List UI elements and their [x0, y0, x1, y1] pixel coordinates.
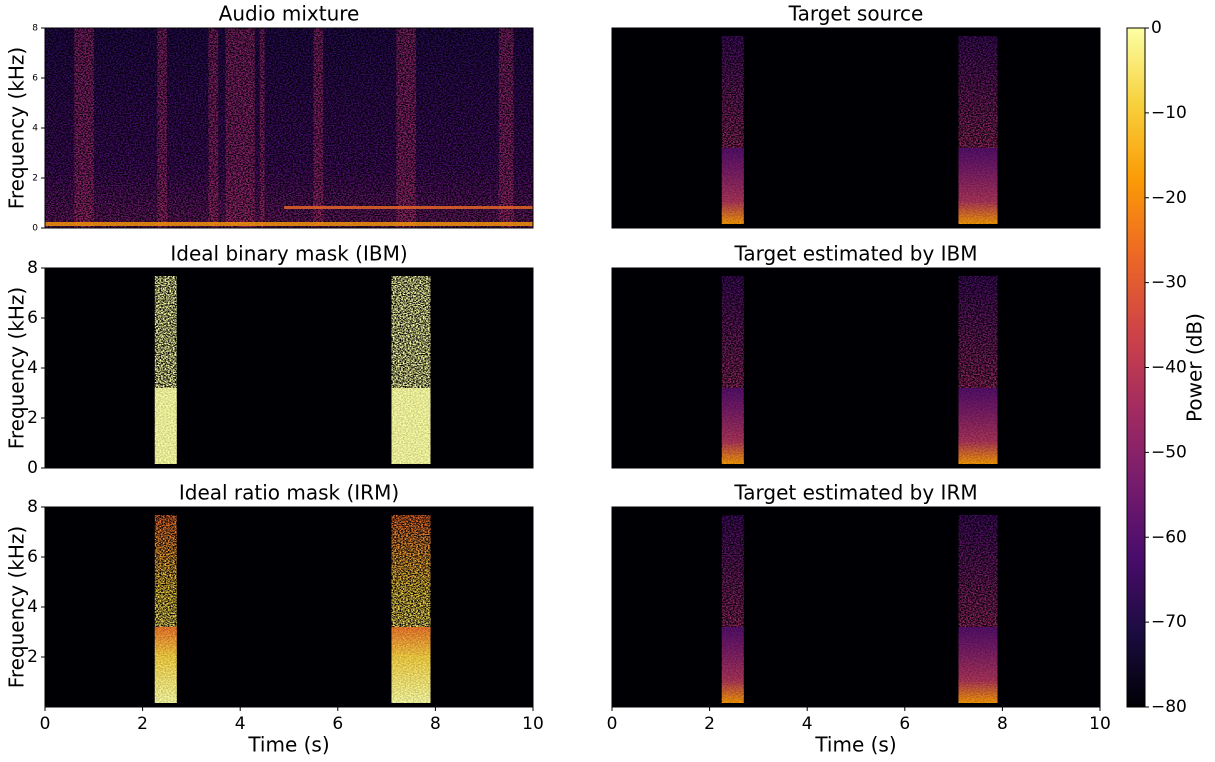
- y-tick-label: 8: [32, 24, 38, 34]
- burst-core: [391, 627, 431, 703]
- spectrogram-background: [45, 507, 533, 707]
- y-tick-label: 0: [27, 458, 38, 478]
- panel-title: Ideal binary mask (IBM): [170, 242, 407, 266]
- burst-core: [721, 148, 744, 224]
- colorbar-tick-label: −10: [1151, 103, 1187, 123]
- y-tick-label: 2: [27, 408, 38, 428]
- stripe: [157, 28, 167, 228]
- stripe: [396, 28, 416, 228]
- spectrogram-texture: [721, 36, 998, 224]
- low-band: [45, 222, 533, 226]
- panel-frame: [611, 267, 1101, 469]
- colorbar-tick-label: −80: [1151, 697, 1187, 717]
- spectrogram-texture: [45, 28, 533, 228]
- spectrogram-texture: [721, 515, 998, 703]
- y-tick-label: 8: [27, 258, 38, 278]
- x-tick-label: 6: [899, 714, 910, 734]
- stripe: [225, 28, 255, 228]
- y-axis-label: Frequency (kHz): [5, 47, 29, 209]
- colorbar-tick-label: −20: [1151, 188, 1187, 208]
- y-tick-label: 6: [32, 74, 38, 84]
- y-tick-label: 4: [27, 597, 38, 617]
- spectrogram-texture: [154, 515, 431, 703]
- burst-core: [721, 388, 744, 464]
- colorbar-tick-label: −60: [1151, 527, 1187, 547]
- panel-title: Target estimated by IRM: [733, 481, 977, 505]
- spectrogram-background: [45, 268, 533, 468]
- x-tick-label: 0: [607, 714, 618, 734]
- burst-core: [958, 627, 998, 703]
- burst-core: [721, 627, 744, 703]
- y-tick-label: 2: [32, 174, 38, 184]
- x-axis-label: Time (s): [814, 733, 896, 757]
- x-tick-label: 6: [332, 714, 343, 734]
- panel-title: Ideal ratio mask (IRM): [179, 481, 399, 505]
- x-tick-label: 8: [430, 714, 441, 734]
- panel-frame: [44, 27, 534, 229]
- y-axis-label: Frequency (kHz): [5, 526, 29, 688]
- x-tick-label: 8: [997, 714, 1008, 734]
- y-tick-label: 4: [27, 358, 38, 378]
- x-tick-label: 4: [235, 714, 246, 734]
- panel-frame: [44, 506, 534, 708]
- hum: [284, 206, 533, 209]
- x-tick-label: 2: [704, 714, 715, 734]
- panel-frame: [44, 267, 534, 469]
- stripe: [259, 28, 265, 228]
- burst-core: [958, 148, 998, 224]
- colorbar-tick-label: 0: [1151, 18, 1162, 38]
- y-tick-label: 6: [27, 308, 38, 328]
- colorbar-tick-label: −30: [1151, 273, 1187, 293]
- spectrogram-texture: [721, 276, 998, 464]
- burst-core: [154, 627, 177, 703]
- stripe: [74, 28, 94, 228]
- x-tick-label: 10: [1089, 714, 1111, 734]
- x-axis-label: Time (s): [247, 733, 329, 757]
- x-tick-label: 0: [40, 714, 51, 734]
- colorbar-tick-label: −50: [1151, 442, 1187, 462]
- stripe: [208, 28, 219, 228]
- spectrogram-background: [612, 268, 1100, 468]
- colorbar-tick-label: −40: [1151, 358, 1187, 378]
- y-tick-label: 8: [27, 497, 38, 517]
- burst-core: [391, 388, 431, 464]
- x-tick-label: 10: [522, 714, 544, 734]
- burst-core: [154, 388, 177, 464]
- x-tick-label: 4: [802, 714, 813, 734]
- y-tick-label: 4: [32, 124, 38, 134]
- stripe: [498, 28, 514, 228]
- y-tick-label: 0: [32, 224, 38, 234]
- colorbar-label: Power (dB): [1183, 313, 1207, 422]
- y-tick-label: 2: [27, 647, 38, 667]
- burst-core: [958, 388, 998, 464]
- colorbar-tick-label: −70: [1151, 612, 1187, 632]
- colorbar: [1126, 27, 1146, 708]
- y-axis-label: Frequency (kHz): [5, 287, 29, 449]
- panel-frame: [611, 506, 1101, 708]
- panel-title: Audio mixture: [219, 2, 360, 26]
- spectrogram-texture: [154, 276, 431, 464]
- x-tick-label: 2: [137, 714, 148, 734]
- spectrogram-background: [612, 507, 1100, 707]
- noise: [45, 28, 533, 228]
- panel-title: Target source: [788, 2, 924, 26]
- y-tick-label: 6: [27, 547, 38, 567]
- panel-frame: [611, 27, 1101, 229]
- spectrogram-background: [612, 28, 1100, 228]
- panel-title: Target estimated by IBM: [733, 242, 977, 266]
- stripe: [313, 28, 324, 228]
